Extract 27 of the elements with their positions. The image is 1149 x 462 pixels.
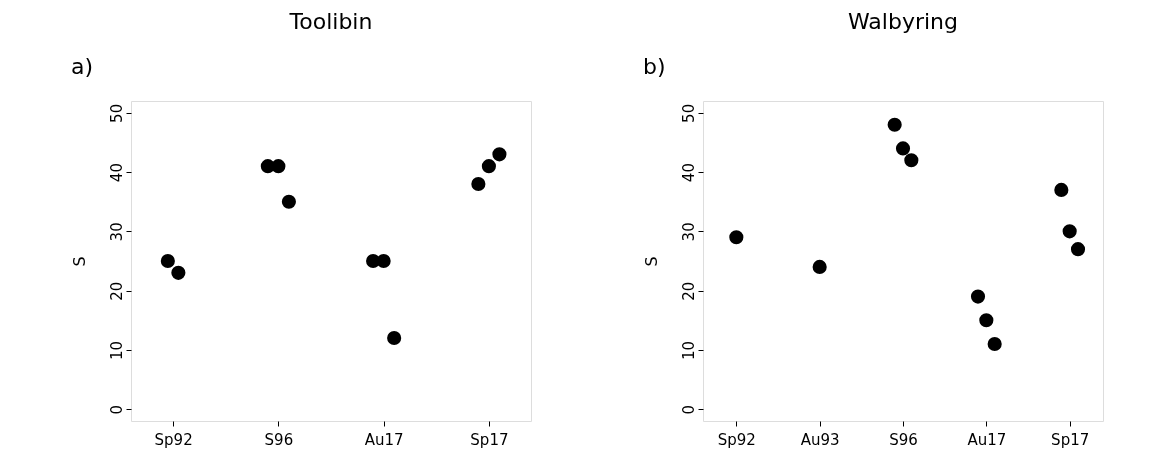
y-tick-label: 0 [679, 404, 698, 415]
y-tick-label: 30 [107, 222, 126, 242]
y-axis-title: S [641, 256, 661, 267]
y-tick-label: 30 [679, 222, 698, 242]
y-tick-label: 40 [107, 163, 126, 183]
text: b) [643, 54, 666, 79]
y-tick-label: 20 [107, 281, 126, 301]
x-tick-label: Sp92 [717, 430, 756, 449]
y-tick-label: 10 [107, 340, 126, 360]
chart-title: Toolibin [288, 9, 373, 34]
y-tick-label: 50 [107, 103, 126, 123]
text: a) [71, 54, 94, 79]
x-tick-label: Sp17 [1051, 430, 1090, 449]
chart-title: Walbyring [848, 9, 958, 34]
y-tick-label: 10 [679, 340, 698, 360]
y-tick-label: 50 [679, 103, 698, 123]
y-tick-label: 20 [679, 281, 698, 301]
x-tick-label: Au93 [800, 430, 840, 449]
x-tick-label: Sp92 [154, 430, 193, 449]
x-tick-label: Au17 [967, 430, 1007, 449]
x-tick-label: Sp17 [470, 430, 509, 449]
y-tick-label: 40 [679, 163, 698, 183]
x-tick-label: S96 [889, 430, 918, 449]
x-tick-label: Au17 [364, 430, 404, 449]
y-tick-label: 0 [107, 404, 126, 415]
x-tick-label: S96 [264, 430, 294, 449]
y-axis-title: S [69, 256, 89, 267]
